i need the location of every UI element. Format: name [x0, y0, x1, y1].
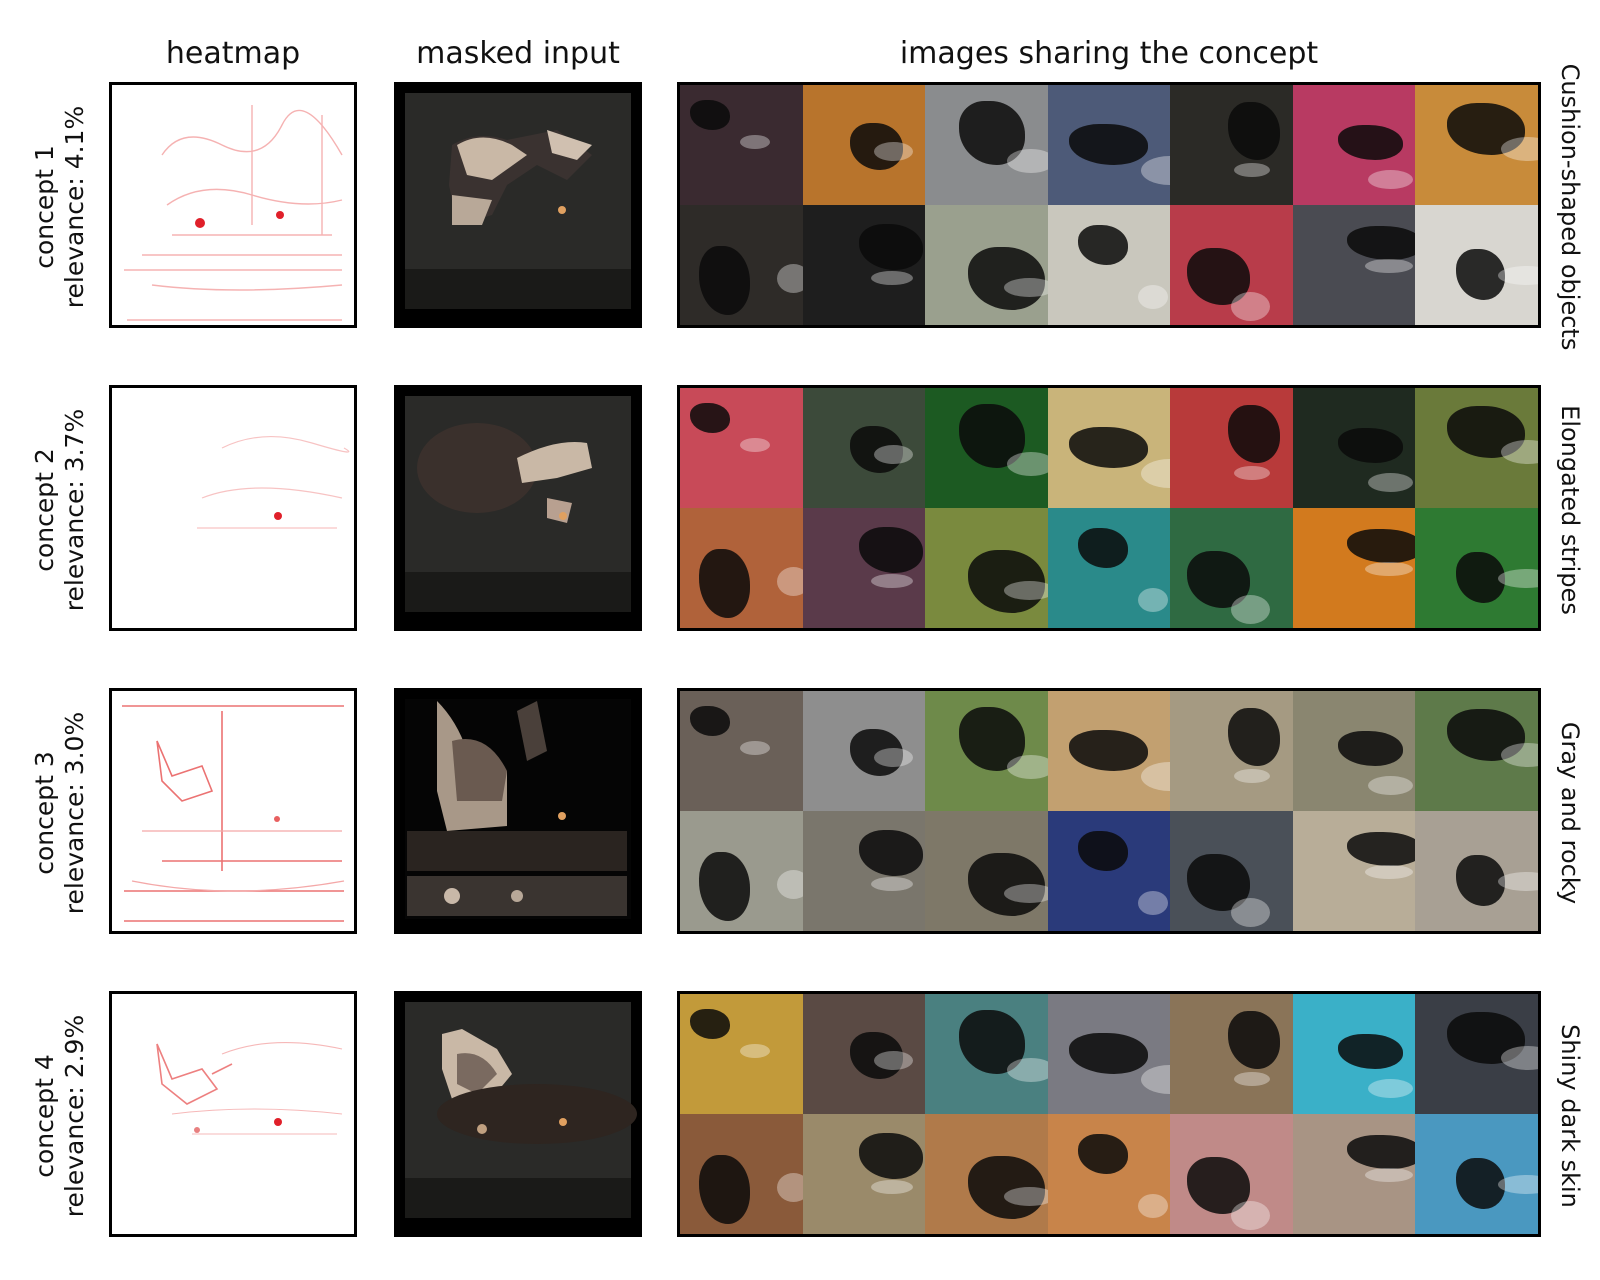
concept-description: Elongated stripes [1550, 385, 1590, 635]
concept-row: concept 1 relevance: 4.1% Cushion-shaped … [0, 64, 1600, 351]
heatmap-panel [109, 385, 357, 631]
concept-image-tile [802, 811, 926, 931]
concept-image-tile [802, 205, 926, 325]
concept-description: Shiny dark skin [1550, 991, 1590, 1241]
concept-image-tile [1292, 994, 1416, 1114]
concept-image-tile [1292, 1114, 1416, 1234]
concept-label: concept 1 relevance: 4.1% [28, 82, 92, 332]
concept-image-tile [1047, 85, 1171, 205]
concept-image-tile [925, 85, 1048, 205]
concept-relevance: relevance: 3.0% [60, 711, 89, 915]
concept-image-tile [802, 994, 926, 1114]
heatmap-column-header: heatmap [165, 36, 301, 71]
concept-image-tile [1170, 85, 1293, 205]
concept-image-tile [925, 811, 1048, 931]
concept-image-grid [677, 688, 1541, 934]
heatmap-panel [109, 688, 357, 934]
concept-image-tile [1047, 388, 1171, 508]
concept-image-tile [1415, 388, 1538, 508]
concept-image-tile [925, 691, 1048, 811]
concept-image-tile [1415, 508, 1538, 628]
concept-image-tile [680, 994, 803, 1114]
concept-image-tile [802, 1114, 926, 1234]
concept-image-tile [1415, 205, 1538, 325]
concept-image-tile [1047, 811, 1171, 931]
masked-input-panel [394, 82, 642, 328]
concept-image-grid [677, 82, 1541, 328]
heatmap-panel [109, 82, 357, 328]
concept-description: Cushion-shaped objects [1550, 64, 1590, 351]
concept-image-tile [1047, 994, 1171, 1114]
concept-image-tile [680, 811, 803, 931]
concept-image-tile [1170, 994, 1293, 1114]
concept-image-tile [680, 691, 803, 811]
concept-image-tile [802, 691, 926, 811]
concept-image-tile [1170, 388, 1293, 508]
concept-image-tile [1170, 508, 1293, 628]
concept-image-tile [680, 205, 803, 325]
concept-image-grid [677, 385, 1541, 631]
concept-row: concept 3 relevance: 3.0% Gray and rocky [0, 688, 1600, 938]
concept-title: concept 2 [30, 448, 59, 572]
concept-image-tile [1292, 205, 1416, 325]
concept-image-tile [1292, 508, 1416, 628]
concept-title: concept 3 [30, 751, 59, 875]
concept-image-tile [1047, 691, 1171, 811]
masked-input-panel [394, 688, 642, 934]
concept-image-tile [925, 205, 1048, 325]
concept-image-tile [1292, 811, 1416, 931]
concept-image-tile [1047, 205, 1171, 325]
concept-image-tile [680, 508, 803, 628]
concept-row: concept 4 relevance: 2.9% Shiny dark skin [0, 991, 1600, 1241]
concept-description-text: Gray and rocky [1556, 721, 1584, 905]
concept-description: Gray and rocky [1550, 688, 1590, 938]
concept-image-tile [1170, 205, 1293, 325]
concept-image-tile [680, 85, 803, 205]
concept-title: concept 1 [30, 145, 59, 269]
concept-image-grid [677, 991, 1541, 1237]
concept-image-tile [925, 1114, 1048, 1234]
concept-image-tile [680, 1114, 803, 1234]
concept-relevance: relevance: 4.1% [60, 105, 89, 309]
concept-image-tile [802, 85, 926, 205]
concept-image-tile [1415, 1114, 1538, 1234]
concept-image-tile [925, 388, 1048, 508]
concept-title: concept 4 [30, 1054, 59, 1178]
concept-relevance: relevance: 3.7% [60, 408, 89, 612]
concept-image-tile [1292, 85, 1416, 205]
concept-image-tile [1047, 508, 1171, 628]
concept-label: concept 2 relevance: 3.7% [28, 385, 92, 635]
concept-image-tile [1170, 691, 1293, 811]
concept-description-text: Cushion-shaped objects [1556, 63, 1584, 351]
concept-image-tile [1292, 388, 1416, 508]
concept-image-tile [680, 388, 803, 508]
masked-input-column-header: masked input [416, 36, 620, 71]
concept-image-tile [1047, 1114, 1171, 1234]
concept-relevance: relevance: 2.9% [60, 1014, 89, 1218]
heatmap-panel [109, 991, 357, 1237]
concept-image-tile [925, 508, 1048, 628]
concept-image-tile [1415, 85, 1538, 205]
concept-image-tile [1170, 1114, 1293, 1234]
concept-image-tile [1415, 811, 1538, 931]
concept-image-tile [1415, 994, 1538, 1114]
masked-input-panel [394, 385, 642, 631]
concept-image-tile [1170, 811, 1293, 931]
concept-row: concept 2 relevance: 3.7% Elongated strip… [0, 385, 1600, 635]
images-column-header: images sharing the concept [899, 36, 1319, 71]
concept-description-text: Elongated stripes [1556, 405, 1584, 615]
concept-label: concept 3 relevance: 3.0% [28, 688, 92, 938]
masked-input-panel [394, 991, 642, 1237]
concept-image-tile [1292, 691, 1416, 811]
concept-image-tile [925, 994, 1048, 1114]
concept-image-tile [802, 508, 926, 628]
concept-image-tile [802, 388, 926, 508]
concept-description-text: Shiny dark skin [1556, 1024, 1584, 1208]
concept-image-tile [1415, 691, 1538, 811]
concept-label: concept 4 relevance: 2.9% [28, 991, 92, 1241]
